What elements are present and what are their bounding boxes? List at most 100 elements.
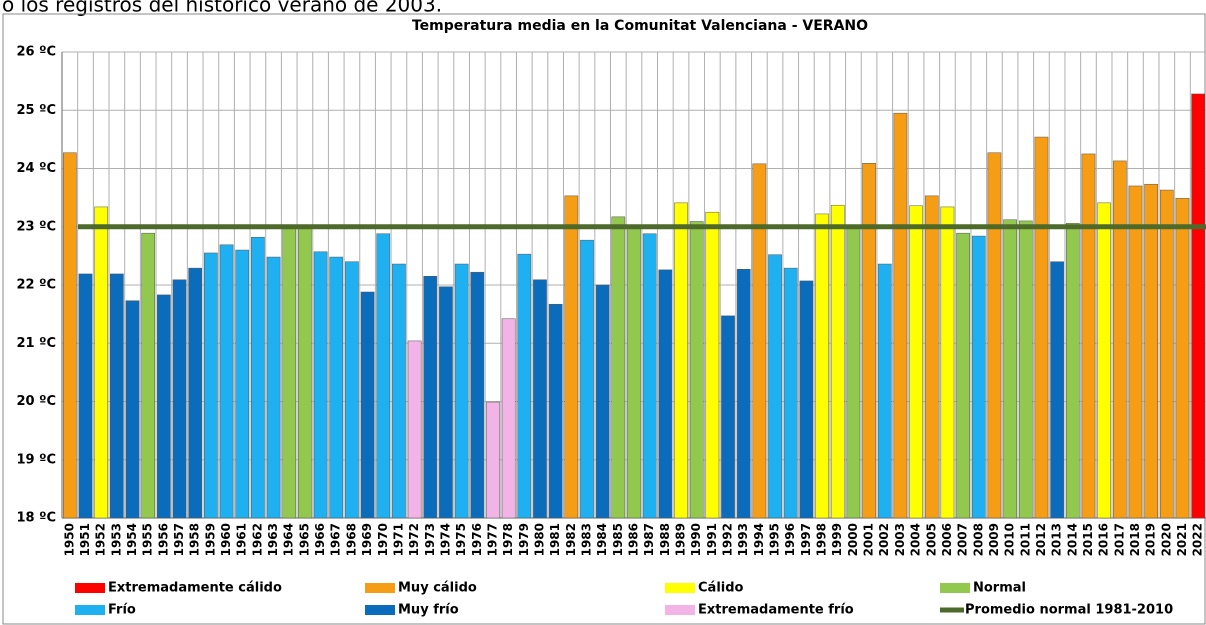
x-tick-label: 1990 (689, 523, 703, 556)
x-tick-label: 1963 (266, 523, 280, 556)
x-tick-label: 1998 (815, 523, 829, 556)
bar (862, 163, 876, 519)
x-tick-label: 1951 (78, 523, 92, 556)
bar (329, 256, 344, 519)
x-tick-label: 2022 (1191, 523, 1205, 556)
legend-swatch (75, 605, 105, 615)
bar (783, 267, 798, 519)
x-tick-label: 1959 (203, 523, 217, 556)
bar (125, 300, 140, 519)
x-tick-label: 1999 (830, 523, 844, 556)
x-tick-label: 2019 (1144, 523, 1158, 556)
y-tick-label: 24 ºC (17, 161, 57, 176)
bar (674, 202, 688, 519)
bar (376, 233, 391, 519)
bar (1050, 261, 1064, 519)
x-tick-label: 2008 (971, 523, 985, 556)
bar (548, 303, 563, 519)
x-tick-label: 2017 (1112, 523, 1126, 556)
x-tick-label: 1968 (344, 523, 358, 556)
legend-label: Muy cálido (398, 581, 477, 596)
bar (1159, 189, 1174, 519)
bar (251, 236, 265, 519)
legend-swatch (665, 605, 695, 615)
x-tick-label: 2009 (987, 523, 1001, 556)
header-text: o los registros del histórico verano de … (2, 0, 442, 17)
x-tick-label: 2002 (877, 523, 891, 556)
x-tick-label: 1988 (658, 523, 672, 556)
bar (501, 318, 516, 519)
bar (360, 291, 375, 519)
bar (1175, 197, 1190, 519)
x-tick-label: 1967 (329, 523, 343, 556)
bar (439, 286, 453, 519)
x-tick-label: 2014 (1065, 523, 1079, 556)
x-tick-label: 1991 (705, 523, 719, 556)
x-tick-label: 1979 (517, 523, 531, 556)
x-tick-label: 1953 (109, 523, 123, 556)
y-tick-label: 22 ºC (17, 278, 57, 293)
bar (689, 221, 704, 519)
bar (799, 280, 814, 519)
y-tick-label: 23 ºC (17, 219, 57, 234)
bar (1112, 160, 1127, 519)
x-tick-label: 2018 (1128, 523, 1142, 556)
x-tick-label: 1950 (62, 523, 76, 556)
bar (1018, 220, 1033, 519)
x-tick-label: 1955 (141, 523, 155, 556)
bar (423, 276, 438, 519)
x-tick-label: 1981 (548, 523, 562, 556)
x-tick-label: 1986 (627, 523, 641, 556)
x-tick-label: 1982 (564, 523, 578, 556)
bar (924, 195, 939, 519)
chart-frame (2, 13, 1206, 625)
bar (1191, 93, 1205, 519)
x-tick-label: 1989 (674, 523, 688, 556)
bar (470, 271, 485, 519)
x-tick-label: 1969 (360, 523, 374, 556)
x-tick-label: 1971 (391, 523, 405, 556)
bar (611, 216, 626, 519)
bar (1034, 136, 1049, 519)
x-tick-label: 1960 (219, 523, 233, 556)
legend-swatch (940, 583, 970, 593)
bar (736, 269, 751, 519)
x-tick-label: 2013 (1050, 523, 1064, 556)
x-tick-label: 1961 (235, 523, 249, 556)
x-tick-label: 1984 (595, 523, 609, 556)
x-tick-label: 1966 (313, 523, 327, 556)
y-tick-label: 19 ºC (17, 452, 57, 467)
x-tick-label: 2011 (1018, 523, 1032, 556)
legend-swatch (365, 583, 395, 593)
legend-label: Normal (973, 581, 1026, 596)
bar (392, 263, 406, 519)
bar (815, 213, 829, 519)
x-tick-label: 1958 (188, 523, 202, 556)
x-tick-label: 1973 (423, 523, 437, 556)
bar (768, 254, 782, 519)
legend-swatch (365, 605, 395, 615)
x-tick-label: 1977 (485, 523, 499, 556)
x-tick-label: 1978 (501, 523, 515, 556)
x-tick-label: 2003 (893, 523, 907, 556)
bar (642, 233, 657, 519)
x-tick-label: 1985 (611, 523, 625, 556)
x-tick-label: 1983 (579, 523, 593, 556)
bar (298, 225, 312, 519)
bar (63, 152, 77, 519)
bar (235, 249, 250, 519)
bar (345, 261, 359, 519)
x-tick-label: 2020 (1159, 523, 1173, 556)
bar (94, 206, 109, 519)
legend-label: Muy frío (398, 603, 459, 618)
x-tick-label: 1954 (125, 523, 139, 556)
legend-label: Promedio normal 1981-2010 (965, 603, 1173, 618)
bar (407, 340, 422, 519)
bar (141, 232, 156, 519)
bar (486, 401, 500, 519)
legend-label: Extremadamente frío (698, 603, 854, 618)
legend-label: Extremadamente cálido (108, 581, 282, 596)
legend-swatch (665, 583, 695, 593)
bar (188, 267, 203, 519)
bar (877, 263, 892, 519)
